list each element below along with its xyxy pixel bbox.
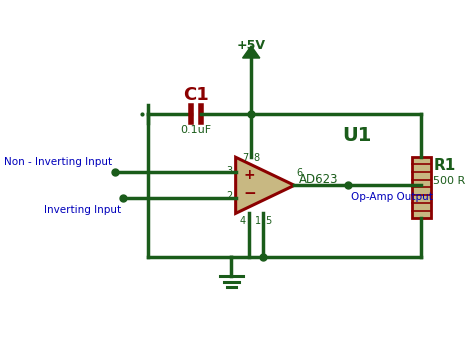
Text: Inverting Input: Inverting Input [44, 205, 121, 215]
Text: Op-Amp Output: Op-Amp Output [351, 192, 433, 202]
Text: C1: C1 [183, 86, 209, 104]
Text: 7: 7 [242, 153, 249, 163]
Text: 1: 1 [255, 216, 261, 226]
Text: R1: R1 [433, 158, 455, 174]
Text: 2: 2 [226, 191, 232, 201]
Text: Non - Inverting Input: Non - Inverting Input [4, 157, 112, 167]
Text: 5: 5 [265, 216, 271, 226]
Text: 6: 6 [296, 167, 302, 178]
Text: 0.1uF: 0.1uF [180, 125, 212, 135]
Text: 500 R: 500 R [433, 176, 466, 187]
FancyBboxPatch shape [412, 157, 431, 218]
Text: AD623: AD623 [299, 173, 338, 186]
Text: U1: U1 [342, 126, 371, 145]
Polygon shape [236, 157, 294, 213]
Text: 4: 4 [240, 216, 246, 226]
Text: 3: 3 [226, 166, 232, 176]
Text: −: − [243, 187, 256, 201]
Polygon shape [242, 46, 260, 58]
Text: +: + [244, 168, 255, 182]
Text: +5V: +5V [237, 39, 266, 52]
Text: 8: 8 [254, 153, 260, 163]
